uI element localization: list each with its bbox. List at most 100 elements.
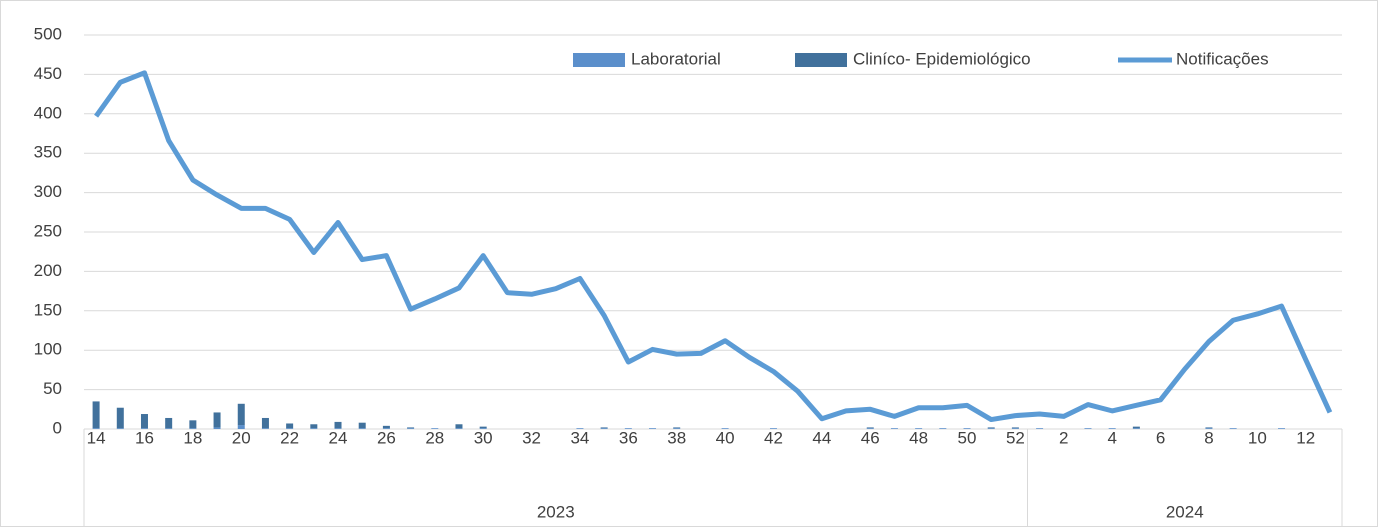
bar [624,428,632,429]
bar [334,421,342,429]
bar [649,428,657,429]
bar [116,428,124,429]
x-tick-label: 32 [522,428,541,447]
bar [140,414,148,429]
bar [455,424,463,429]
legend-label: Laboratorial [631,49,721,68]
bar [673,427,681,429]
legend-swatch [573,53,625,67]
bar [866,428,874,429]
bar [334,428,342,429]
bar [358,422,366,429]
bar [189,420,197,429]
bar [286,423,294,429]
y-tick-label: 500 [34,24,62,43]
bar [939,428,947,429]
bar [866,427,874,429]
bar [92,401,100,429]
y-tick-label: 200 [34,261,62,280]
x-tick-label: 2 [1059,428,1068,447]
y-tick-label: 450 [34,64,62,83]
x-tick-label: 20 [232,428,251,447]
x-tick-label: 50 [958,428,977,447]
bar [358,428,366,429]
legend-label: Cliníco- Epidemiológico [853,49,1031,68]
x-tick-label: 18 [183,428,202,447]
bar [576,428,584,429]
bar [165,417,173,429]
bar [261,417,269,429]
bar [721,428,729,429]
legend-swatch [795,53,847,67]
x-tick-label: 24 [329,428,348,447]
x-tick-label: 6 [1156,428,1165,447]
x-tick-label: 8 [1204,428,1213,447]
bar [407,427,415,429]
bar [407,428,415,429]
bar [1229,428,1237,429]
bar [769,428,777,429]
x-tick-label: 30 [474,428,493,447]
bar [382,425,390,429]
bar [310,424,318,429]
bar [140,428,148,429]
bar [116,407,124,429]
bar [1132,428,1140,429]
bar [382,428,390,429]
legend-label: Notificações [1176,49,1269,68]
group-label: 2024 [1166,502,1204,521]
x-tick-label: 36 [619,428,638,447]
x-tick-label: 14 [87,428,106,447]
x-tick-label: 38 [667,428,686,447]
bar [455,428,463,429]
x-tick-label: 22 [280,428,299,447]
bar [1205,428,1213,429]
bar [987,427,995,429]
bar [213,427,221,429]
line [94,70,1333,423]
bar [1108,428,1116,429]
y-tick-label: 0 [53,418,62,437]
y-tick-label: 250 [34,221,62,240]
x-tick-label: 4 [1107,428,1116,447]
x-tick-label: 10 [1248,428,1267,447]
x-tick-label: 28 [425,428,444,447]
bar [213,412,221,428]
bar [237,425,245,429]
x-tick-label: 42 [764,428,783,447]
bar [963,428,971,429]
bar [479,428,487,429]
bar [987,428,995,429]
y-tick-label: 150 [34,300,62,319]
group-label: 2023 [537,502,575,521]
bar [1132,426,1140,429]
bar [1205,427,1213,429]
y-tick-label: 300 [34,182,62,201]
bar [431,428,439,429]
bar [1036,428,1044,429]
x-tick-label: 46 [861,428,880,447]
x-tick-label: 34 [570,428,589,447]
bar [1011,428,1019,429]
x-tick-label: 44 [812,428,831,447]
bar [189,428,197,429]
bar [1084,428,1092,429]
bar [600,428,608,429]
bar [673,428,681,429]
y-tick-label: 100 [34,340,62,359]
bar [261,428,269,429]
bar [310,428,318,429]
bar [165,428,173,429]
bar [1278,428,1286,429]
y-tick-label: 350 [34,143,62,162]
bar [286,428,294,429]
bar [600,427,608,429]
x-tick-label: 16 [135,428,154,447]
y-tick-label: 400 [34,103,62,122]
bar [479,426,487,429]
bar [890,428,898,429]
x-tick-label: 48 [909,428,928,447]
bar [1011,427,1019,429]
